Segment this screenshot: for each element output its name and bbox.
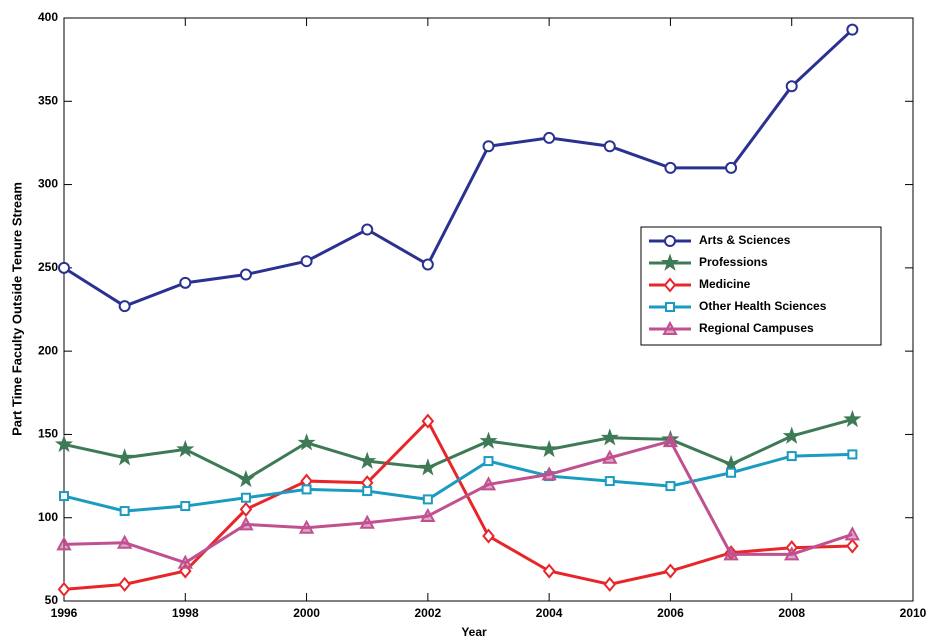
marker [483,456,494,467]
y-tick-label: 150 [38,427,58,441]
marker [664,563,677,579]
marker [479,431,498,449]
marker [844,526,861,541]
marker [115,448,134,466]
series-line [63,28,854,308]
x-tick-label: 2002 [415,606,442,620]
y-tick-label: 350 [38,93,58,107]
marker [662,433,679,448]
marker [785,80,798,93]
y-axis-label: Part Time Faculty Outside Tenure Stream [9,182,24,436]
marker [179,276,192,289]
marker [421,258,434,271]
marker [660,253,680,271]
marker [359,514,375,529]
marker [664,161,677,174]
marker [664,235,676,247]
marker [57,581,71,597]
y-tick-label: 300 [38,177,58,191]
marker [722,454,741,473]
marker [480,476,497,491]
marker [723,546,739,561]
marker [240,492,251,503]
marker [116,534,133,549]
marker [662,320,678,335]
marker [784,546,800,561]
marker [482,528,495,544]
marker [604,476,615,487]
marker [665,302,675,312]
marker [663,277,677,293]
y-tick-label: 200 [38,343,58,357]
x-tick-label: 2008 [778,606,805,620]
marker [422,494,433,505]
legend-label: Regional Campuses [699,321,814,335]
marker [177,554,193,569]
marker [540,439,559,458]
y-tick-label: 100 [38,510,58,524]
marker [541,466,557,481]
marker [421,413,435,429]
legend-label: Other Health Sciences [699,299,827,313]
x-tick-label: 1998 [172,606,199,620]
marker [846,23,859,36]
marker [176,439,195,458]
marker [786,451,797,462]
marker [602,449,618,464]
y-tick-label: 400 [38,10,58,24]
marker [420,507,436,523]
legend-label: Medicine [699,277,751,291]
marker [843,409,862,428]
series-line [63,452,853,513]
x-tick-label: 2004 [536,606,563,620]
marker [301,484,312,495]
marker [239,268,252,281]
marker [603,576,617,592]
marker [358,451,377,469]
marker [725,161,738,174]
marker [600,428,619,446]
marker [847,449,858,460]
marker [482,140,495,153]
marker [297,433,316,451]
x-tick-label: 2000 [293,606,320,620]
marker [726,467,737,478]
x-tick-label: 2006 [657,606,684,620]
plot-frame [63,17,914,602]
legend: Arts & Sciences Professions Medicine Other … [640,226,882,346]
marker [543,131,556,144]
legend-label: Professions [699,255,768,269]
marker [846,538,859,554]
marker [603,140,616,153]
y-tick-label: 50 [45,593,59,607]
series-line [63,417,853,482]
legend-label: Arts & Sciences [699,233,791,247]
x-tick-label: 1996 [51,606,78,620]
marker [54,434,74,453]
marker [58,261,70,274]
marker [118,300,131,313]
marker [59,491,69,502]
marker [418,458,437,476]
marker [119,506,130,517]
marker [118,576,131,592]
marker [56,536,72,551]
marker [300,255,313,268]
marker [298,519,315,534]
marker [782,426,801,444]
marker [239,501,253,517]
marker [361,223,374,236]
x-tick-label: 2010 [900,606,927,620]
marker [362,486,373,497]
marker [665,481,676,492]
marker [542,563,556,579]
marker [236,469,255,488]
marker [180,501,191,512]
x-axis-label: Year [461,625,487,639]
marker [238,516,254,531]
y-tick-label: 250 [38,260,58,274]
series-line [63,439,853,565]
